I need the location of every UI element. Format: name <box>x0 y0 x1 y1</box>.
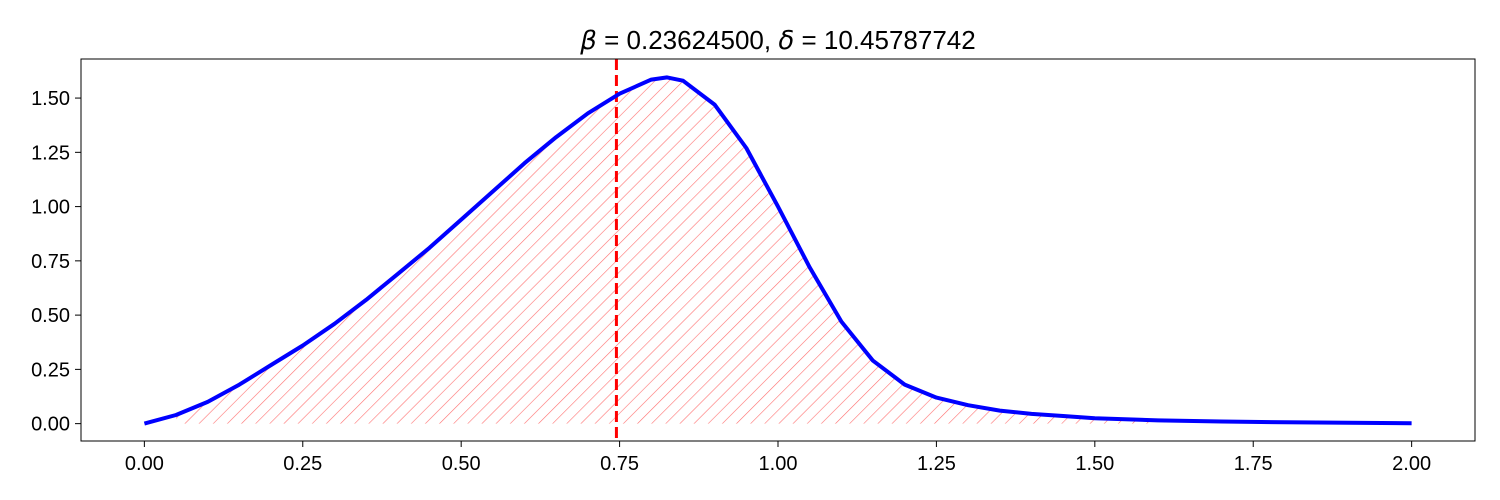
y-tick-label: 0.50 <box>31 305 70 327</box>
hatched-area <box>176 77 1159 424</box>
y-tick-label: 0.75 <box>31 251 70 273</box>
x-tick-label: 0.50 <box>442 453 481 475</box>
density-curve <box>143 75 1412 426</box>
x-axis: 0.00 0.25 0.50 0.75 1.00 1.25 1.50 1.75 2.00 <box>125 441 1431 475</box>
y-tick-label: 1.50 <box>31 88 70 110</box>
y-tick-label: 1.00 <box>31 197 70 219</box>
hatched-area-layer <box>176 77 1159 424</box>
title-beta-value: = 0.23624500, <box>597 25 778 55</box>
x-tick-label: 1.25 <box>917 453 956 475</box>
title-beta-symbol: β <box>579 26 597 56</box>
curve-layer <box>143 75 1412 426</box>
y-tick-label: 0.00 <box>31 414 70 436</box>
y-tick-label: 0.25 <box>31 359 70 381</box>
x-tick-label: 1.75 <box>1234 453 1273 475</box>
x-tick-label: 1.00 <box>759 453 798 475</box>
x-tick-label: 2.00 <box>1392 453 1431 475</box>
title-delta-value: = 10.45787742 <box>794 25 975 55</box>
x-tick-label: 0.25 <box>283 453 322 475</box>
y-tick-label: 1.25 <box>31 142 70 164</box>
x-tick-label: 1.50 <box>1075 453 1114 475</box>
x-tick-label: 0.00 <box>125 453 164 475</box>
title-delta-symbol: δ <box>778 26 794 56</box>
y-axis: 0.00 0.25 0.50 0.75 1.00 1.25 1.50 <box>31 88 81 436</box>
x-tick-label: 0.75 <box>600 453 639 475</box>
chart-title: β = 0.23624500, δ = 10.45787742 <box>579 25 975 56</box>
